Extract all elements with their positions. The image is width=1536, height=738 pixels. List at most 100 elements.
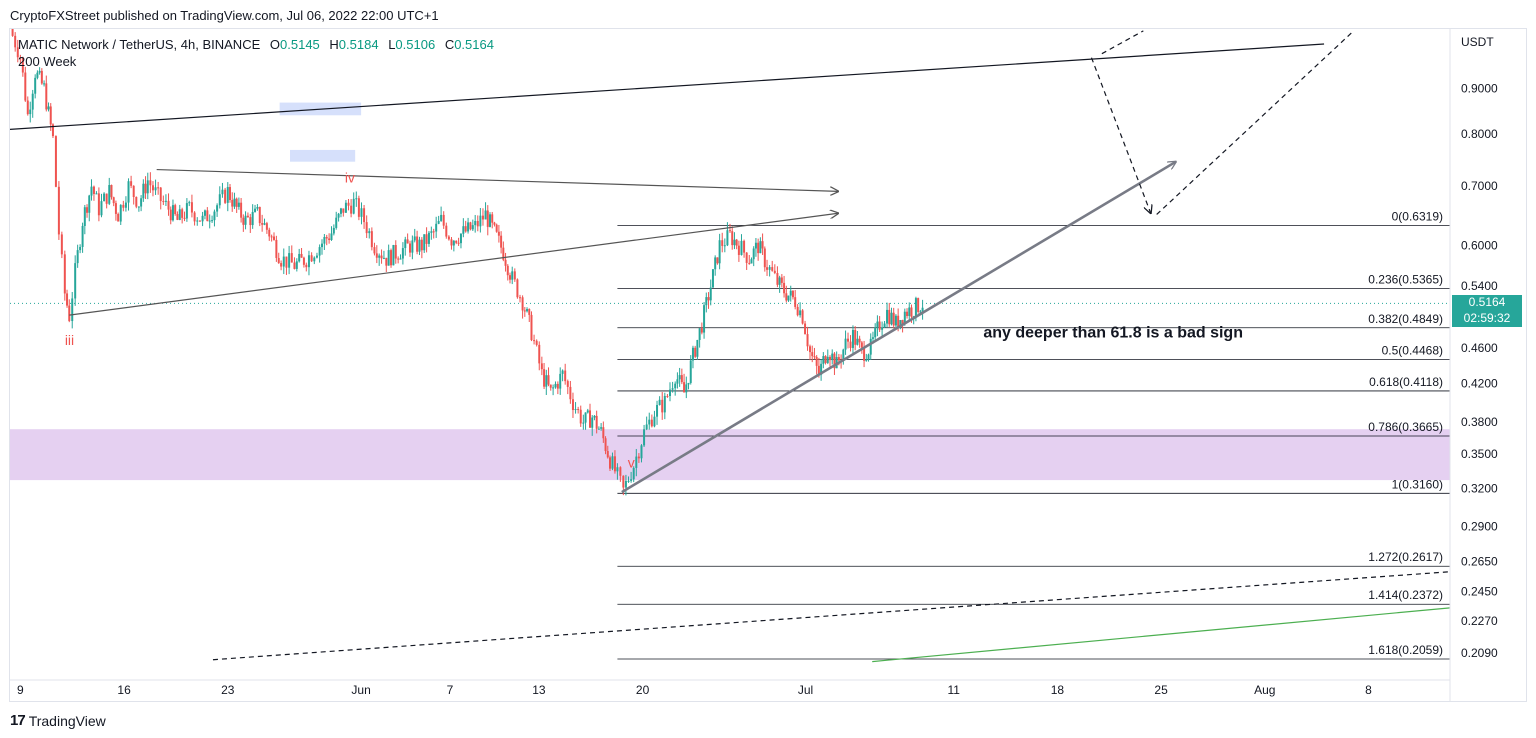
candle-body-104 [265,223,268,230]
candle-body-144 [365,222,368,234]
candle-body-295 [729,230,731,232]
x-tick-3: Jun [351,683,370,697]
candle-body-40 [110,185,113,198]
candle-body-77 [201,215,204,222]
candle-body-220 [547,375,550,385]
legend-symbol[interactable]: MATIC Network / TetherUS, 4h, BINANCE [18,37,261,52]
candle-body-231 [574,409,577,411]
candle-body-147 [373,247,376,254]
candle-body-359 [876,321,879,328]
fib-label-1: 0.236(0.5365) [1368,273,1443,287]
candle-body-34 [95,193,98,195]
candle-body-130 [330,233,333,241]
candle-body-207 [516,279,519,298]
candle-body-89 [231,200,234,207]
y-tick-9: 0.3200 [1461,481,1498,495]
candle-body-9 [34,77,37,94]
candle-body-170 [427,232,430,244]
candle-body-212 [528,309,531,315]
candle-body-260 [645,424,648,430]
candle-body-225 [559,373,562,389]
annotation-text: any deeper than 61.8 is a bad sign [983,324,1243,341]
candle-body-117 [298,253,301,262]
candle-body-196 [491,214,494,223]
candle-body-163 [411,240,414,253]
candle-body-329 [809,346,811,353]
candle-body-143 [363,208,366,223]
candle-body-138 [350,205,353,214]
candle-body-326 [801,310,804,324]
candle-body-363 [886,309,889,324]
legend-indicator[interactable]: 200 Week [18,54,77,69]
candle-body-50 [135,196,138,207]
candle-body-234 [582,422,585,424]
x-tick-5: 13 [532,683,546,697]
wave-label-iv: iv [345,169,355,185]
candle-body-332 [815,356,818,366]
candle-body-248 [613,456,616,472]
candle-body-321 [789,290,792,296]
candle-body-203 [506,265,509,276]
candle-body-189 [474,220,477,226]
candle-body-19 [57,186,60,235]
candle-body-183 [459,233,462,244]
candle-body-29 [83,207,86,226]
wave-label-iii: iii [65,332,74,348]
candle-body-16 [49,106,52,125]
candle-body-374 [910,307,913,317]
candle-body-268 [666,395,669,397]
candle-body-74 [193,212,196,222]
candle-body-122 [310,255,313,262]
y-tick-6: 0.4200 [1461,376,1498,390]
candle-body-8 [31,93,34,110]
candle-body-132 [335,217,338,228]
candle-body-242 [600,427,603,429]
candle-body-298 [735,239,738,246]
candle-body-327 [804,323,807,335]
candle-body-159 [401,248,404,259]
candle-body-187 [469,222,472,230]
candle-body-157 [397,258,400,260]
fib-label-0: 0(0.6319) [1392,209,1443,223]
candle-body-215 [535,340,538,345]
candle-body-125 [318,247,321,256]
candle-body-26 [76,250,79,264]
candle-body-205 [511,271,514,280]
candle-body-111 [282,256,285,267]
candle-body-309 [761,241,764,249]
candle-body-90 [233,198,236,207]
fib-label-9: 1.618(0.2059) [1368,643,1443,657]
candle-body-376 [914,298,917,317]
candle-body-39 [108,185,111,204]
candle-body-174 [437,220,440,224]
candle-body-299 [737,245,740,255]
candle-body-165 [416,236,419,252]
candle-body-278 [689,360,692,383]
legend-open: 0.5145 [280,37,320,52]
candle-body-355 [867,354,870,360]
candle-body-13 [43,83,46,85]
candle-body-269 [669,389,671,396]
candle-body-36 [100,201,103,216]
candle-body-279 [691,347,694,361]
candle-body-54 [144,183,147,194]
candle-body-246 [609,457,611,469]
tradingview-brand[interactable]: 17 TradingView [10,712,106,729]
candle-body-71 [185,203,188,219]
candle-body-156 [394,245,397,259]
candle-body-307 [757,242,760,254]
candle-body-123 [313,257,316,262]
candle-body-178 [447,236,450,240]
candle-body-32 [90,186,93,196]
candle-body-45 [122,204,125,208]
candle-body-33 [92,186,95,194]
candle-body-362 [883,323,886,328]
demand-zone [10,429,1450,481]
candle-body-369 [899,320,902,328]
candle-body-243 [602,427,605,439]
candle-body-194 [486,210,489,227]
candle-body-63 [167,200,170,210]
candle-body-303 [748,262,751,264]
fib-label-3: 0.5(0.4468) [1382,343,1443,357]
